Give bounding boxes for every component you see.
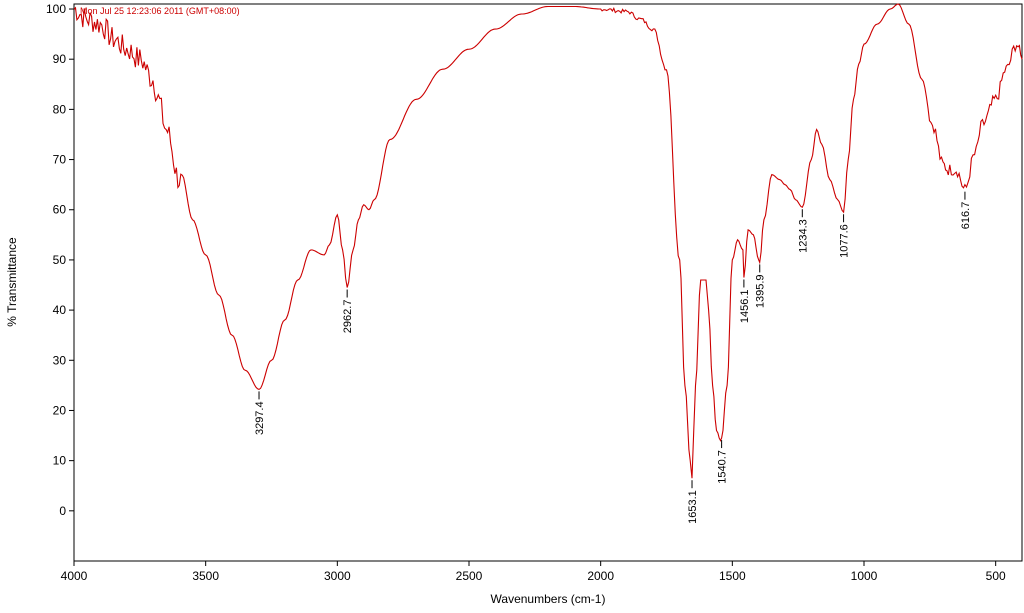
y-tick-label: 50 — [53, 253, 67, 267]
y-tick-label: 30 — [53, 353, 67, 367]
y-tick-label: 60 — [53, 203, 67, 217]
plot-area — [73, 3, 1023, 562]
x-tick-label: 3500 — [192, 569, 219, 583]
peak-label: 1395.9 — [755, 274, 767, 308]
peak-label: 1234.3 — [797, 219, 809, 253]
y-axis-label: % Transmittance — [5, 237, 19, 327]
peak-label: 1540.7 — [717, 450, 729, 484]
peak-labels: 3297.4 2962.7 1653.1 1540.7 1456.1 1395.9 1234… — [254, 191, 972, 524]
x-tick-label: 3000 — [324, 569, 351, 583]
y-tick-label: 40 — [53, 303, 67, 317]
series-line-transmittance — [73, 3, 1023, 479]
y-tick-label: 70 — [53, 153, 67, 167]
y-tick-label: 80 — [53, 102, 67, 116]
peak-label: 1653.1 — [687, 490, 699, 524]
x-tick-label: 500 — [986, 569, 1006, 583]
y-tick-label: 0 — [59, 504, 66, 518]
peak-label: 2962.7 — [342, 300, 354, 334]
y-tick-label: 90 — [53, 52, 67, 66]
y-tick-label: 20 — [53, 403, 67, 417]
y-tick-label: 100 — [46, 2, 66, 16]
x-axis: 4000 3500 3000 2500 2000 1500 1000 500 — [61, 561, 1006, 583]
x-tick-label: 2000 — [587, 569, 614, 583]
y-tick-label: 10 — [53, 454, 67, 468]
x-axis-label: Wavenumbers (cm-1) — [491, 592, 606, 606]
peak-label: 1077.6 — [839, 224, 851, 258]
peak-label: 1456.1 — [739, 289, 751, 323]
peak-label: 616.7 — [960, 202, 972, 230]
y-axis: 0 10 20 30 40 50 60 70 80 90 100 — [46, 2, 74, 518]
x-tick-label: 2500 — [456, 569, 483, 583]
x-tick-label: 4000 — [61, 569, 88, 583]
x-tick-label: 1000 — [851, 569, 878, 583]
x-tick-label: 1500 — [719, 569, 746, 583]
peak-label: 3297.4 — [254, 401, 266, 435]
timestamp-label: Mon Jul 25 12:23:06 2011 (GMT+08:00) — [80, 6, 240, 16]
